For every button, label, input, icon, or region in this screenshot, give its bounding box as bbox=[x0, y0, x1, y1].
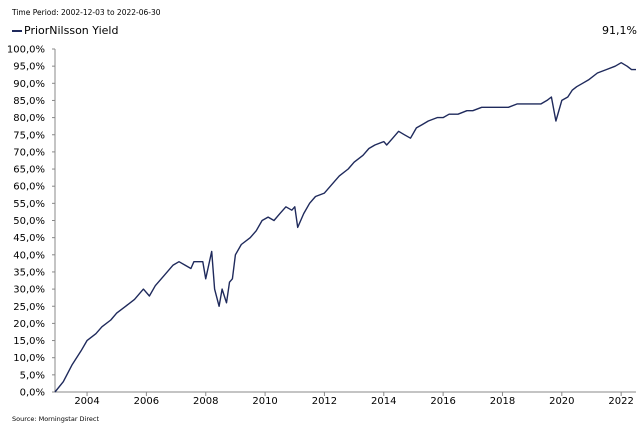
x-tick-label: 2014 bbox=[371, 396, 396, 407]
y-tick-label: 20,0% bbox=[13, 319, 45, 330]
y-tick-label: 90,0% bbox=[13, 79, 45, 90]
y-tick-label: 5,0% bbox=[20, 370, 45, 381]
x-tick-label: 2016 bbox=[430, 396, 455, 407]
y-tick-label: 0,0% bbox=[20, 388, 45, 399]
legend-swatch bbox=[12, 29, 22, 32]
y-tick-label: 95,0% bbox=[13, 62, 45, 73]
legend: PriorNilsson Yield bbox=[12, 24, 118, 37]
y-tick-label: 40,0% bbox=[13, 250, 45, 261]
y-tick-label: 85,0% bbox=[13, 96, 45, 107]
time-period-label: Time Period: 2002-12-03 to 2022-06-30 bbox=[12, 8, 161, 17]
y-tick-label: 45,0% bbox=[13, 233, 45, 244]
x-tick-label: 2022 bbox=[608, 396, 633, 407]
legend-series-label: PriorNilsson Yield bbox=[24, 24, 119, 37]
x-tick-label: 2012 bbox=[312, 396, 337, 407]
x-tick-label: 2008 bbox=[193, 396, 218, 407]
y-tick-label: 70,0% bbox=[13, 147, 45, 158]
y-tick-label: 15,0% bbox=[13, 336, 45, 347]
y-tick-label: 75,0% bbox=[13, 130, 45, 141]
x-tick-label: 2004 bbox=[74, 396, 99, 407]
y-tick-label: 30,0% bbox=[13, 285, 45, 296]
y-tick-label: 25,0% bbox=[13, 302, 45, 313]
y-tick-label: 50,0% bbox=[13, 216, 45, 227]
source-label: Source: Morningstar Direct bbox=[12, 415, 100, 423]
y-tick-label: 80,0% bbox=[13, 113, 45, 124]
x-tick-label: 2010 bbox=[252, 396, 277, 407]
y-tick-label: 55,0% bbox=[13, 199, 45, 210]
series-line bbox=[54, 62, 636, 393]
y-tick-label: 10,0% bbox=[13, 353, 45, 364]
final-value-label: 91,1% bbox=[602, 24, 637, 37]
y-tick-label: 65,0% bbox=[13, 165, 45, 176]
y-tick-label: 35,0% bbox=[13, 267, 45, 278]
y-tick-label: 100,0% bbox=[7, 45, 45, 56]
x-tick-label: 2020 bbox=[549, 396, 574, 407]
y-tick-label: 60,0% bbox=[13, 182, 45, 193]
x-tick-label: 2018 bbox=[490, 396, 515, 407]
x-tick-label: 2006 bbox=[134, 396, 159, 407]
